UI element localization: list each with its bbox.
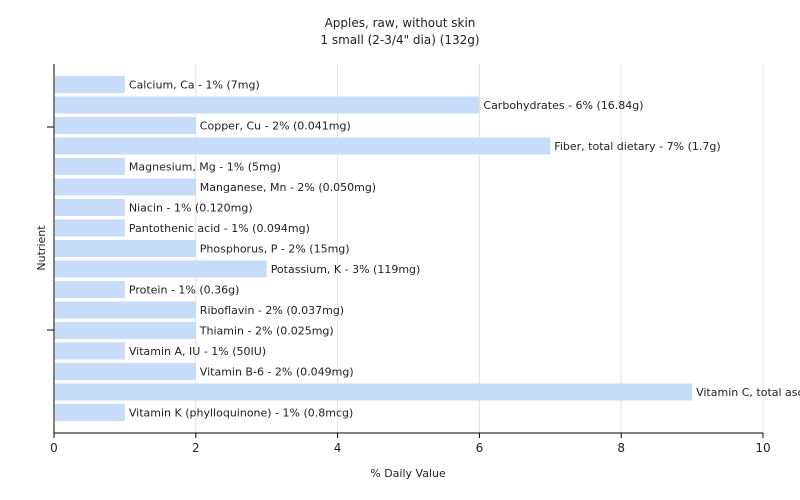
x-tick-labels: 0 2 4 6 8 10 [50,433,771,455]
axes [47,64,763,434]
bar-label: Phosphorus, P - 2% (15mg) [200,243,350,256]
x-tick-label: 2 [192,441,200,455]
bar-label: Pantothenic acid - 1% (0.094mg) [129,222,310,235]
bar-label: Vitamin A, IU - 1% (50IU) [129,345,266,358]
bar [55,363,196,380]
bar-label: Thiamin - 2% (0.025mg) [199,325,334,338]
bar [55,219,125,237]
y-axis-label: Nutrient [35,225,48,271]
x-axis-label: % Daily Value [370,467,446,480]
bar [55,383,693,401]
bar [55,199,125,216]
x-tick-label: 8 [617,441,625,455]
bar [55,178,196,196]
bar-label: Carbohydrates - 6% (16.84g) [483,99,643,112]
bar [55,117,196,134]
bar [55,240,196,257]
x-tick-label: 10 [755,441,770,455]
x-tick-label: 6 [476,441,484,455]
bar [55,281,125,298]
bar [55,96,480,114]
bar-label: Riboflavin - 2% (0.037mg) [200,304,344,317]
bar-label: Vitamin C, total ascorbic acid - 9% (5.3… [696,386,800,399]
bar [55,158,125,175]
bar-label: Calcium, Ca - 1% (7mg) [129,79,260,92]
x-tick-label: 0 [50,441,58,455]
bar [55,342,125,360]
bar-label: Manganese, Mn - 2% (0.050mg) [200,181,376,194]
bar-label: Protein - 1% (0.36g) [129,284,240,297]
bar [55,137,551,155]
bar-label: Niacin - 1% (0.120mg) [129,202,253,215]
x-tick-label: 4 [334,441,342,455]
bar-label: Fiber, total dietary - 7% (1.7g) [554,140,720,153]
chart-title: Apples, raw, without skin [325,16,476,30]
bar-label: Vitamin B-6 - 2% (0.049mg) [200,366,354,379]
bar [55,404,125,421]
bar-label: Copper, Cu - 2% (0.041mg) [200,120,351,133]
bar [55,301,196,319]
bar-label: Vitamin K (phylloquinone) - 1% (0.8mcg) [129,407,353,420]
bar [55,260,267,278]
bar [55,76,125,93]
bar [55,322,196,339]
bar-label: Magnesium, Mg - 1% (5mg) [129,161,281,174]
bar-label: Potassium, K - 3% (119mg) [271,263,421,276]
bars: Calcium, Ca - 1% (7mg) Carbohydrates - 6%… [55,76,800,421]
chart-subtitle: 1 small (2-3/4" dia) (132g) [320,33,479,47]
